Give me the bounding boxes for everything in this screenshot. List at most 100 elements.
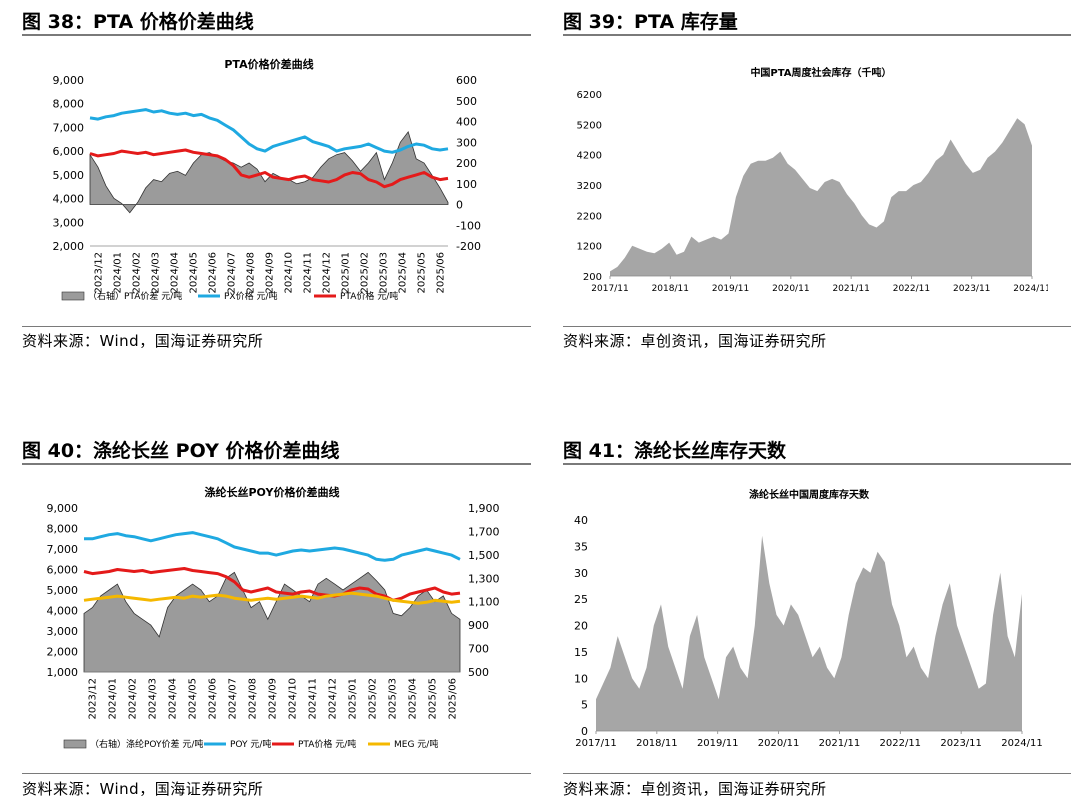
pta-inventory-chart: 中国PTA周度社会库存（千吨） 200 1200 2200 3200 4200 5200 62… (577, 66, 1048, 294)
x-tick-label: 2024/01 (113, 252, 124, 294)
x-tick-label: 2023/11 (953, 284, 990, 294)
y2-tick-label: 500 (468, 666, 489, 679)
y-tick-label: 2200 (577, 211, 602, 222)
y2-tick-label: -200 (456, 240, 481, 253)
y2-tick-label: 1,500 (468, 549, 500, 562)
source-note: 资料来源：卓创资讯，国海证券研究所 (563, 332, 827, 350)
y-tick-label: 25 (574, 593, 588, 606)
y-tick-label: 35 (574, 540, 588, 553)
x-tick-label: 2025/01 (341, 252, 352, 294)
title-rule (563, 463, 1071, 465)
x-tick-label: 2024/01 (108, 678, 119, 720)
source-note: 资料来源：Wind，国海证券研究所 (22, 332, 264, 350)
legend-label: （右轴）PTA价差 元/吨 (88, 290, 182, 302)
x-tick-label: 2024/10 (288, 678, 299, 720)
x-tick-label: 2017/11 (591, 284, 628, 294)
y-tick-label: 6,000 (47, 564, 79, 577)
y-tick-label: 20 (574, 620, 588, 633)
y2-tick-label: 1,900 (468, 502, 500, 515)
x-tick-label: 2024/11 (1013, 284, 1048, 294)
source-rule (22, 773, 531, 774)
y-tick-label: 40 (574, 514, 588, 527)
x-tick-label: 2025/04 (408, 678, 419, 720)
x-tick-label: 2019/11 (697, 738, 739, 749)
x-tick-label: 2025/03 (379, 252, 390, 294)
source-note: 资料来源：卓创资讯，国海证券研究所 (563, 780, 827, 798)
y-tick-label: 1,000 (47, 666, 79, 679)
x-tick-label: 2024/11 (308, 678, 319, 720)
x-tick-label: 2019/11 (712, 284, 749, 294)
y2-tick-label: 600 (456, 74, 477, 87)
figure-title-38: 图 38：PTA 价格价差曲线 (22, 11, 254, 33)
poy-inventory-days-chart: 涤纶长丝中国周度库存天数 0 5 10 15 20 25 30 35 40 2017/11 2018/… (574, 488, 1043, 749)
y2-tick-label: 0 (456, 199, 463, 212)
x-tick-label: 2025/05 (417, 252, 428, 294)
inventory-area-series (596, 535, 1022, 731)
y-tick-label: 4,000 (47, 605, 79, 618)
y-tick-label: 5,000 (47, 584, 79, 597)
x-tick-label: 2024/08 (248, 678, 259, 720)
x-tick-label: 2021/11 (819, 738, 861, 749)
source-rule (22, 326, 531, 327)
legend-swatch (63, 739, 87, 749)
x-tick-label: 2025/02 (368, 678, 379, 720)
y-tick-label: 3,000 (47, 625, 79, 638)
title-rule (563, 34, 1071, 36)
x-tick-label: 2023/12 (88, 678, 99, 720)
x-tick-label: 2025/06 (448, 678, 459, 720)
figure-title-40: 图 40：涤纶长丝 POY 价格价差曲线 (22, 440, 340, 462)
x-tick-label: 2024/11 (1001, 738, 1043, 749)
y2-tick-label: -100 (456, 219, 481, 232)
legend-label: （右轴）涤纶POY价差 元/吨 (90, 738, 203, 750)
y-tick-label: 2,000 (53, 240, 85, 253)
y-tick-label: 6200 (577, 90, 602, 101)
y-tick-label: 1200 (577, 242, 602, 253)
x-tick-label: 2024/09 (268, 678, 279, 720)
y2-tick-label: 700 (468, 643, 489, 656)
x-tick-label: 2024/05 (189, 252, 200, 294)
x-tick-label: 2024/04 (168, 678, 179, 720)
y-tick-label: 30 (574, 567, 588, 580)
x-tick-label: 2021/11 (832, 284, 869, 294)
x-tick-label: 2024/06 (208, 678, 219, 720)
figure-title-41: 图 41：涤纶长丝库存天数 (563, 440, 787, 462)
y-tick-label: 7,000 (47, 543, 79, 556)
legend-swatch (61, 291, 85, 301)
x-tick-label: 2024/09 (265, 252, 276, 294)
x-tick-label: 2023/12 (94, 252, 105, 294)
x-tick-label: 2024/07 (228, 678, 239, 720)
y2-tick-label: 1,300 (468, 572, 500, 585)
y-tick-label: 4,000 (53, 193, 85, 206)
x-tick-label: 2024/11 (303, 252, 314, 294)
y-tick-label: 4200 (577, 151, 602, 162)
x-tick-label: 2025/02 (360, 252, 371, 294)
legend-label: PTA价格 元/吨 (340, 290, 398, 302)
y2-tick-label: 400 (456, 116, 477, 129)
y-tick-label: 7,000 (53, 121, 85, 134)
y2-tick-label: 1,700 (468, 525, 500, 538)
price-line-series (89, 148, 449, 189)
x-tick-label: 2024/12 (322, 252, 333, 294)
x-tick-label: 2024/05 (188, 678, 199, 720)
x-tick-label: 2020/11 (772, 284, 809, 294)
title-rule (22, 34, 531, 36)
price-line-series (83, 591, 461, 605)
x-tick-label: 2018/11 (652, 284, 689, 294)
x-tick-label: 2022/11 (893, 284, 930, 294)
x-tick-label: 2025/06 (436, 252, 447, 294)
y-tick-label: 5,000 (53, 169, 85, 182)
chart-title: 涤纶长丝POY价格价差曲线 (205, 485, 340, 499)
y-tick-label: 200 (583, 272, 602, 283)
y2-tick-label: 900 (468, 619, 489, 632)
x-tick-label: 2023/11 (940, 738, 982, 749)
x-tick-label: 2024/08 (246, 252, 257, 294)
figure-title-39: 图 39：PTA 库存量 (563, 11, 738, 33)
x-tick-label: 2024/10 (284, 252, 295, 294)
y2-tick-label: 1,100 (468, 596, 500, 609)
source-rule (563, 326, 1071, 327)
y-tick-label: 8,000 (47, 523, 79, 536)
price-line-series (89, 108, 449, 154)
y-tick-label: 15 (574, 646, 588, 659)
chart-title: PTA价格价差曲线 (224, 57, 313, 71)
x-tick-label: 2024/02 (128, 678, 139, 720)
